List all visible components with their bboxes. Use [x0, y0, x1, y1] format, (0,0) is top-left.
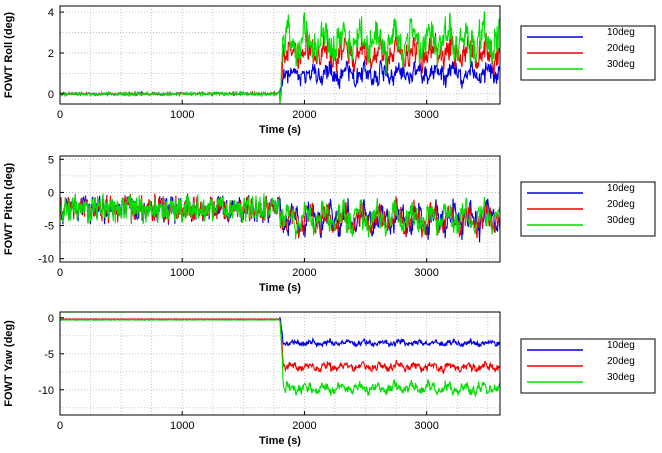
legend-label-30deg: 30deg	[607, 215, 635, 226]
y-tick-label: -10	[38, 385, 54, 397]
x-axis-label: Time (s)	[259, 282, 301, 294]
plot-frame	[59, 311, 501, 416]
x-axis-label: Time (s)	[259, 124, 301, 136]
chart-panel-3: 0 1000 2000 3000 -10 -5 0 Time (s) FOWT Yaw (deg…	[3, 311, 656, 447]
plot-frame	[59, 5, 501, 105]
x-tick-label: 0	[57, 420, 63, 432]
x-tick-label: 1000	[170, 420, 194, 432]
legend-label-10deg: 10deg	[607, 183, 635, 194]
x-tick-label: 2000	[292, 109, 316, 121]
y-tick-label: -5	[44, 221, 54, 233]
x-tick-label: 2000	[292, 420, 316, 432]
series-line-30deg	[59, 318, 501, 397]
legend-label-30deg: 30deg	[607, 59, 635, 70]
chart-panel-1: 0 1000 2000 3000 0 2 4 Time (s) FOWT Roll (deg) 1…	[3, 5, 656, 136]
y-tick-label: -10	[38, 254, 54, 266]
y-tick-label: 5	[48, 154, 54, 166]
legend: 10deg 20deg 30deg	[520, 181, 656, 237]
x-tick-label: 0	[57, 109, 63, 121]
y-tick-label: 2	[48, 48, 54, 60]
x-tick-label: 3000	[414, 267, 438, 279]
legend-label-10deg: 10deg	[607, 340, 635, 351]
x-tick-label: 3000	[414, 420, 438, 432]
chart-panel-2: 0 1000 2000 3000 -10 -5 0 5 Time (s) FOWT Pitch (…	[3, 154, 656, 294]
legend: 10deg 20deg 30deg	[520, 338, 656, 394]
legend-label-20deg: 20deg	[607, 356, 635, 367]
series-line-30deg	[59, 192, 501, 240]
x-tick-label: 3000	[414, 109, 438, 121]
x-tick-label: 1000	[170, 267, 194, 279]
legend-label-30deg: 30deg	[607, 372, 635, 383]
y-axis-label: FOWT Yaw (deg)	[3, 320, 15, 407]
legend-label-20deg: 20deg	[607, 199, 635, 210]
x-tick-label: 0	[57, 267, 63, 279]
y-tick-label: 0	[48, 187, 54, 199]
legend: 10deg 20deg 30deg	[520, 25, 656, 81]
y-tick-label: 4	[48, 7, 54, 19]
plot-frame	[59, 155, 501, 263]
legend-label-10deg: 10deg	[607, 27, 635, 38]
y-tick-label: 0	[48, 313, 54, 325]
y-tick-label: 0	[48, 89, 54, 101]
y-tick-label: -5	[44, 349, 54, 361]
y-axis-label: FOWT Roll (deg)	[3, 12, 15, 98]
x-tick-label: 2000	[292, 267, 316, 279]
x-axis-label: Time (s)	[259, 435, 301, 447]
y-axis-label: FOWT Pitch (deg)	[3, 163, 15, 256]
legend-label-20deg: 20deg	[607, 43, 635, 54]
x-tick-label: 1000	[170, 109, 194, 121]
